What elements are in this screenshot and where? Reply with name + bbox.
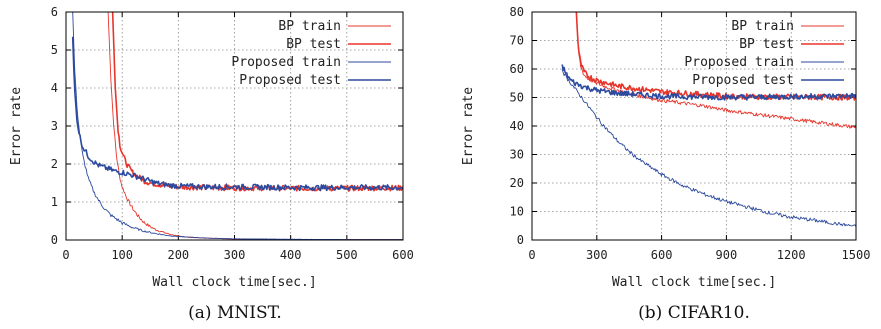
legend-label: BP test — [739, 37, 794, 52]
x-tick-label: 500 — [336, 248, 358, 262]
y-tick-label: 70 — [510, 34, 524, 48]
y-tick-label: 6 — [51, 5, 58, 19]
legend-label: BP test — [286, 37, 341, 52]
y-tick-label: 0 — [517, 233, 524, 247]
legend-label: BP train — [731, 19, 794, 34]
x-tick-label: 600 — [651, 248, 673, 262]
x-tick-label: 600 — [392, 248, 414, 262]
legend-label: Proposed test — [692, 73, 794, 88]
legend-label: Proposed train — [231, 55, 341, 70]
x-tick-label: 200 — [167, 248, 189, 262]
y-tick-label: 80 — [510, 5, 524, 19]
chart-panel-2: 0 300 600 900 1200 1500 0 10 20 30 40 50 60 70 80 Wall … — [461, 5, 870, 323]
y-tick-label: 1 — [51, 195, 58, 209]
x-axis-label: Wall clock time[sec.] — [612, 275, 776, 290]
y-tick-label: 30 — [510, 148, 524, 162]
x-tick-label: 300 — [586, 248, 608, 262]
y-tick-label: 60 — [510, 62, 524, 76]
legend-label: BP train — [278, 19, 341, 34]
figure-caption: (b) CIFAR10. — [638, 303, 750, 323]
y-tick-label: 20 — [510, 176, 524, 190]
x-tick-label: 900 — [716, 248, 738, 262]
series-line-proposed-train — [561, 69, 856, 228]
x-tick-label: 400 — [280, 248, 302, 262]
x-tick-label: 1500 — [842, 248, 871, 262]
series-line-proposed-test — [71, 36, 403, 192]
y-tick-label: 5 — [51, 43, 58, 57]
x-tick-label: 0 — [528, 248, 535, 262]
plot-frame — [65, 11, 404, 241]
y-tick-label: 0 — [51, 233, 58, 247]
legend: BP train BP test Proposed train Proposed te… — [684, 19, 844, 88]
y-axis-label: Error rate — [9, 87, 24, 165]
chart-panel-1: 0 100 200 300 400 500 600 0 1 2 3 4 5 6 Wall clock tim… — [9, 5, 414, 323]
y-tick-label: 50 — [510, 91, 524, 105]
series-line-proposed-test — [561, 64, 856, 101]
x-axis-label: Wall clock time[sec.] — [152, 275, 316, 290]
y-tick-label: 2 — [51, 157, 58, 171]
figure-caption: (a) MNIST. — [188, 303, 282, 323]
y-tick-label: 3 — [51, 119, 58, 133]
plot-area — [561, 12, 856, 228]
series-line-bp-train — [575, 12, 856, 129]
y-tick-label: 10 — [510, 205, 524, 219]
y-axis-label: Error rate — [461, 87, 476, 165]
legend-label: Proposed test — [239, 73, 341, 88]
x-tick-label: 300 — [224, 248, 246, 262]
y-tick-label: 4 — [51, 81, 58, 95]
legend: BP train BP test Proposed train Proposed te… — [231, 19, 391, 88]
x-tick-label: 1200 — [777, 248, 806, 262]
x-tick-label: 0 — [62, 248, 69, 262]
y-tick-label: 40 — [510, 119, 524, 133]
legend-label: Proposed train — [684, 55, 794, 70]
x-tick-label: 100 — [111, 248, 133, 262]
plot-frame — [531, 11, 857, 241]
